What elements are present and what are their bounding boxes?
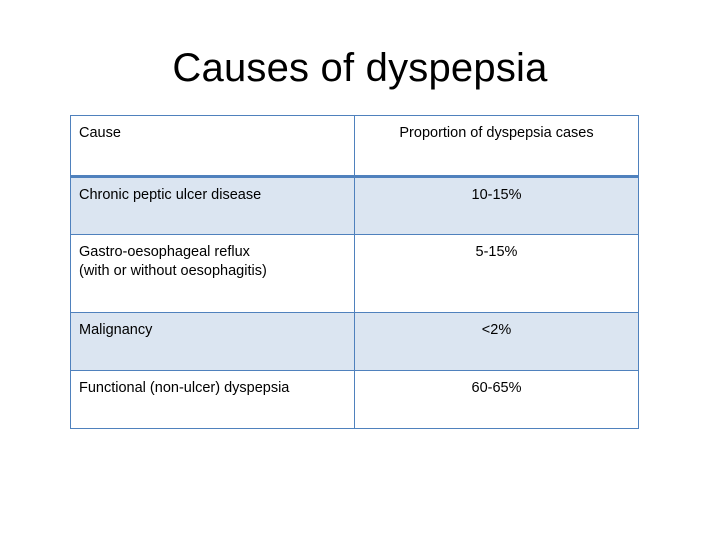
- header-cause: Cause: [70, 115, 355, 178]
- cause-label: Chronic peptic ulcer disease: [79, 187, 262, 203]
- slide-title: Causes of dyspepsia: [172, 46, 548, 90]
- proportion-value: 60-65%: [471, 380, 522, 396]
- cause-label: Gastro-oesophageal reflux (with or witho…: [71, 235, 354, 281]
- table-row: Functional (non-ulcer) dyspepsia 60-65%: [70, 370, 639, 429]
- proportion-value: 5-15%: [475, 244, 518, 260]
- cause-cell: Malignancy: [70, 312, 355, 371]
- header-cause-label: Cause: [79, 125, 121, 141]
- header-proportion: Proportion of dyspepsia cases: [354, 115, 639, 178]
- cause-label-line2: (with or without oesophagitis): [79, 263, 267, 279]
- table-row: Chronic peptic ulcer disease 10-15%: [70, 176, 639, 235]
- cause-cell: Gastro-oesophageal reflux (with or witho…: [70, 234, 355, 313]
- cause-cell: Chronic peptic ulcer disease: [70, 176, 355, 235]
- cause-label: Functional (non-ulcer) dyspepsia: [79, 380, 290, 396]
- cause-label-line1: Gastro-oesophageal reflux: [79, 244, 250, 260]
- proportion-cell: 10-15%: [354, 176, 639, 235]
- header-proportion-label: Proportion of dyspepsia cases: [399, 125, 594, 141]
- table-row: Malignancy <2%: [70, 312, 639, 371]
- proportion-cell: 5-15%: [354, 234, 639, 313]
- proportion-value: <2%: [481, 322, 512, 338]
- table-header-row: Cause Proportion of dyspepsia cases: [70, 115, 639, 178]
- cause-label: Malignancy: [79, 322, 153, 338]
- proportion-cell: <2%: [354, 312, 639, 371]
- causes-table: Cause Proportion of dyspepsia cases Chro…: [70, 115, 639, 429]
- proportion-value: 10-15%: [471, 187, 522, 203]
- proportion-cell: 60-65%: [354, 370, 639, 429]
- cause-cell: Functional (non-ulcer) dyspepsia: [70, 370, 355, 429]
- table-row: Gastro-oesophageal reflux (with or witho…: [70, 234, 639, 313]
